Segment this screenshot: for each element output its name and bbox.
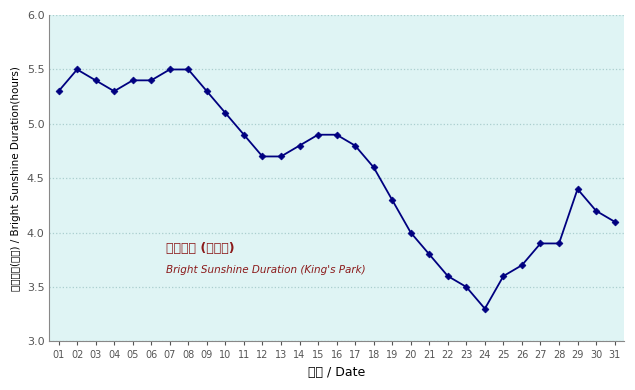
X-axis label: 日期 / Date: 日期 / Date: [308, 366, 365, 379]
Y-axis label: 平均日照(小時) / Bright Sunshine Duration(hours): 平均日照(小時) / Bright Sunshine Duration(hour…: [11, 66, 21, 291]
Text: Bright Sunshine Duration (King's Park): Bright Sunshine Duration (King's Park): [166, 265, 366, 275]
Text: 平均日照 (京士柏): 平均日照 (京士柏): [166, 242, 235, 255]
